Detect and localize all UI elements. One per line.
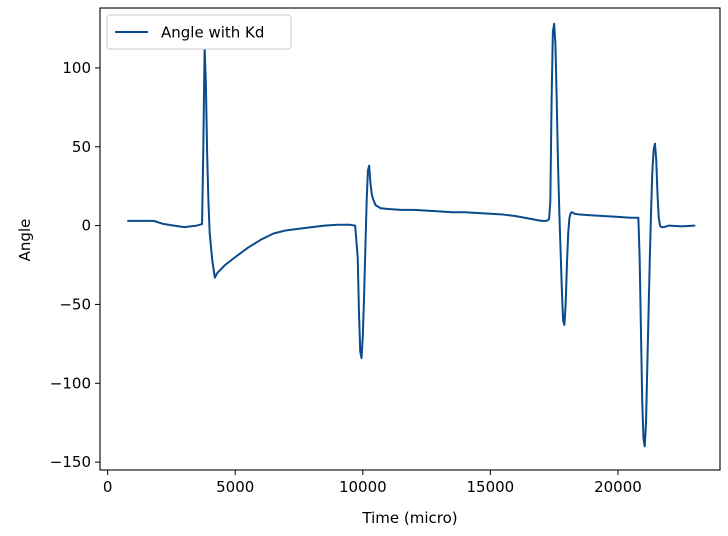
y-tick-label: 100 <box>62 59 91 77</box>
y-tick-label: −100 <box>50 374 91 392</box>
legend-entry-label: Angle with Kd <box>161 24 264 42</box>
x-axis-label: Time (micro) <box>361 509 457 527</box>
y-tick-label: −150 <box>50 453 91 471</box>
y-tick-label: 0 <box>81 217 91 235</box>
y-tick-label: −50 <box>59 295 91 313</box>
series-layer <box>127 22 696 448</box>
series-line-0 <box>127 22 696 448</box>
x-tick-label: 0 <box>103 478 113 496</box>
legend: Angle with Kd <box>106 14 292 50</box>
x-tick-label: 10000 <box>339 478 387 496</box>
x-tick-label: 20000 <box>594 478 642 496</box>
y-tick-label: 50 <box>72 138 91 156</box>
legend-box <box>106 14 292 50</box>
ticks-layer: 0 5000 10000 15000 20000 −150 −100 −50 0 50 100 <box>50 59 642 496</box>
y-axis-label: Angle <box>16 219 34 262</box>
plot-area <box>100 8 720 470</box>
x-tick-label: 15000 <box>467 478 515 496</box>
x-tick-label: 5000 <box>216 478 254 496</box>
plot-frame <box>99 7 721 471</box>
